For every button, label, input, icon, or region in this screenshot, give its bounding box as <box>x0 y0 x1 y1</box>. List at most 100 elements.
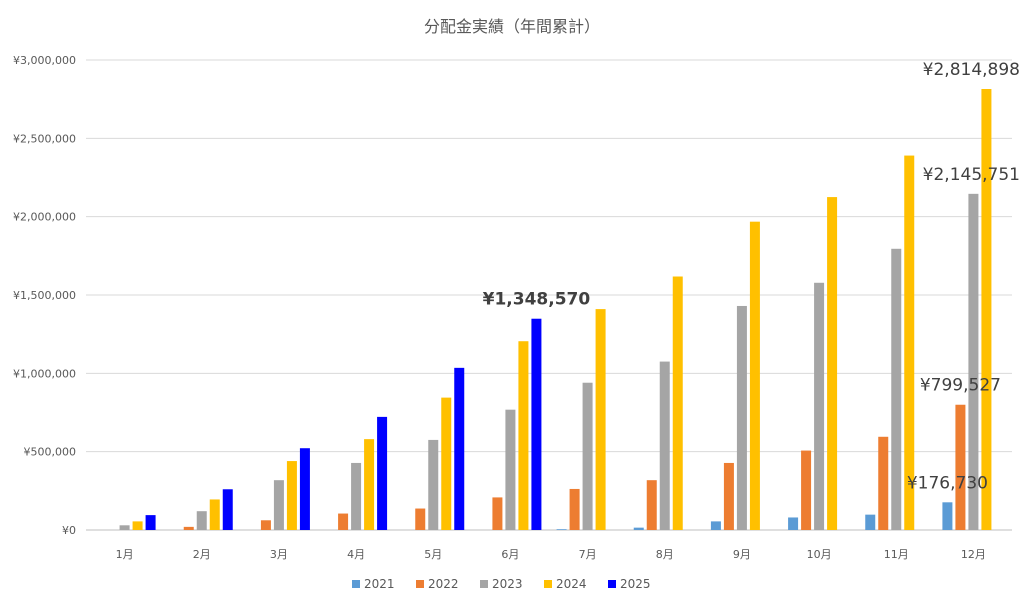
bar <box>222 489 233 530</box>
bar <box>749 221 760 530</box>
legend-label: 2023 <box>492 577 523 591</box>
bar <box>299 448 310 530</box>
bar <box>145 515 156 530</box>
bars <box>119 88 992 531</box>
y-tick-label: ¥500,000 <box>24 446 77 459</box>
data-label: ¥799,527 <box>920 376 1001 396</box>
bar <box>351 462 362 530</box>
bar <box>891 248 902 531</box>
bar <box>710 521 721 530</box>
legend-swatch <box>480 580 488 588</box>
bar <box>428 439 439 530</box>
series-2021 <box>556 502 953 530</box>
bar <box>454 367 465 530</box>
y-tick-label: ¥2,500,000 <box>13 132 76 145</box>
bar <box>441 397 452 530</box>
x-tick-label: 7月 <box>579 548 597 561</box>
bar <box>968 193 979 530</box>
data-label: ¥1,348,570 <box>483 290 591 310</box>
bar <box>377 416 388 530</box>
bar <box>672 276 683 530</box>
data-label: ¥176,730 <box>907 473 988 493</box>
bar <box>132 521 143 530</box>
annotations: ¥1,348,570 ¥2,814,898 ¥2,145,751 ¥799,527 ¥1… <box>483 60 1020 493</box>
series-2024 <box>132 88 992 531</box>
bar <box>505 409 516 530</box>
legend-swatch <box>544 580 552 588</box>
x-tick-label: 12月 <box>961 548 986 561</box>
x-tick-label: 3月 <box>270 548 288 561</box>
y-tick-label: ¥3,000,000 <box>13 54 76 67</box>
bar <box>582 382 593 530</box>
bar <box>518 341 529 530</box>
chart-title: 分配金実績（年間累計） <box>424 17 600 36</box>
legend-item: 2023 <box>480 577 523 591</box>
bar <box>569 488 580 530</box>
series-2023 <box>119 193 979 531</box>
bar <box>209 499 220 530</box>
y-tick-label: ¥0 <box>62 524 76 537</box>
legend-label: 2025 <box>620 577 651 591</box>
x-tick-label: 2月 <box>193 548 211 561</box>
y-tick-label: ¥1,500,000 <box>13 289 76 302</box>
x-tick-label: 4月 <box>347 548 365 561</box>
x-tick-label: 6月 <box>501 548 519 561</box>
bar <box>788 517 799 530</box>
x-tick-label: 5月 <box>424 548 442 561</box>
legend-label: 2024 <box>556 577 587 591</box>
y-axis: ¥0 ¥500,000 ¥1,000,000 ¥1,500,000 ¥2,000,000… <box>13 54 76 537</box>
legend-item: 2025 <box>608 577 651 591</box>
bar <box>814 282 825 530</box>
legend-item: 2022 <box>416 577 459 591</box>
series-2025 <box>145 318 542 530</box>
bar <box>595 309 606 530</box>
bar <box>646 480 657 530</box>
bar <box>531 318 542 530</box>
bar <box>942 502 953 530</box>
data-label: ¥2,145,751 <box>923 165 1020 185</box>
legend-label: 2022 <box>428 577 459 591</box>
bar <box>981 88 992 530</box>
bar <box>878 436 889 530</box>
bar <box>338 513 349 530</box>
bar <box>286 461 297 530</box>
bar <box>183 526 194 530</box>
bar <box>723 462 734 530</box>
legend-item: 2024 <box>544 577 587 591</box>
x-tick-label: 11月 <box>884 548 909 561</box>
x-tick-label: 10月 <box>807 548 832 561</box>
bar <box>364 439 375 530</box>
bar <box>415 508 426 530</box>
data-label: ¥2,814,898 <box>923 60 1020 80</box>
legend-label: 2021 <box>364 577 395 591</box>
gridlines <box>86 59 1012 531</box>
y-tick-label: ¥2,000,000 <box>13 211 76 224</box>
legend-swatch <box>608 580 616 588</box>
bar <box>556 529 567 530</box>
series-2022 <box>183 404 966 530</box>
legend-swatch <box>416 580 424 588</box>
x-tick-label: 8月 <box>656 548 674 561</box>
bar <box>827 197 838 531</box>
legend-swatch <box>352 580 360 588</box>
bar <box>736 305 747 530</box>
legend-item: 2021 <box>352 577 395 591</box>
legend: 2021 2022 2023 2024 2025 <box>352 577 651 591</box>
bar <box>865 514 876 530</box>
bar <box>659 361 670 530</box>
bar <box>260 520 271 530</box>
bar <box>955 404 966 530</box>
y-tick-label: ¥1,000,000 <box>13 367 76 380</box>
bar <box>492 497 503 530</box>
x-tick-label: 1月 <box>116 548 134 561</box>
bar <box>273 480 284 530</box>
x-axis: 1月 2月 3月 4月 5月 6月 7月 8月 9月 10月 11月 12月 <box>116 548 986 561</box>
bar <box>119 525 130 530</box>
x-tick-label: 9月 <box>733 548 751 561</box>
bar <box>196 511 207 530</box>
bar <box>801 450 812 530</box>
bar <box>633 527 644 530</box>
bar <box>904 155 915 531</box>
